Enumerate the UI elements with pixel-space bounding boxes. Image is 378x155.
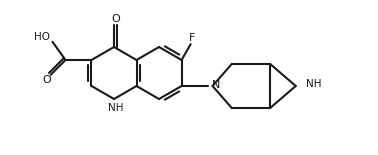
Text: N: N [212, 80, 220, 90]
Text: F: F [189, 33, 195, 43]
Text: NH: NH [108, 103, 124, 113]
Text: NH: NH [306, 79, 321, 89]
Text: O: O [42, 75, 51, 85]
Text: HO: HO [34, 32, 51, 42]
Text: O: O [111, 14, 120, 24]
